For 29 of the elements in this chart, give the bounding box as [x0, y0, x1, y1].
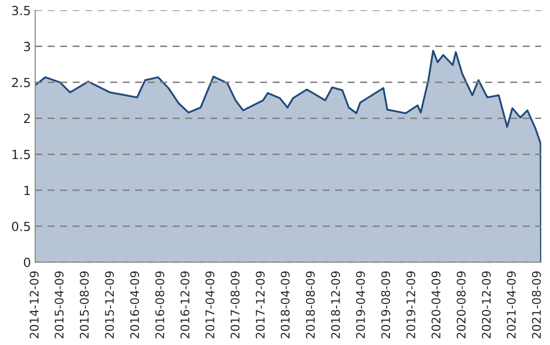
y-tick-label: 1 [24, 186, 30, 195]
x-tick-label: 2019-12-09 [406, 271, 416, 338]
x-tick-label: 2016-04-09 [130, 271, 140, 338]
x-tick-label: 2018-08-09 [306, 271, 315, 338]
x-tick-label: 2020-12-09 [482, 271, 491, 338]
y-tick-label: 3 [24, 42, 30, 52]
x-tick-label: 2019-04-09 [356, 271, 365, 338]
x-tick-label: 2018-04-09 [280, 271, 290, 338]
x-tick-label: 2015-12-09 [104, 271, 114, 338]
x-tick-label: 2021-08-09 [532, 271, 541, 338]
x-tick-label: 2017-08-09 [230, 271, 240, 338]
x-tick-label: 2019-08-09 [381, 271, 390, 338]
x-tick-label: 2020-04-09 [432, 271, 440, 338]
x-tick-label: 2014-12-09 [30, 271, 39, 338]
x-tick-label: 2018-12-09 [331, 271, 340, 338]
y-tick-label: 0 [24, 258, 30, 268]
y-tick-label: 2 [24, 114, 30, 124]
x-tick-label: 2017-12-09 [256, 271, 265, 338]
x-tick-label: 2016-08-09 [155, 271, 164, 338]
y-tick-label: 2.5 [12, 78, 30, 88]
y-tick-label: 3.5 [12, 6, 30, 16]
y-tick-label: 1.5 [12, 150, 30, 160]
x-tick-label: 2015-08-09 [80, 271, 89, 338]
x-tick-label: 2020-08-09 [456, 271, 466, 338]
x-tick-label: 2015-04-09 [54, 271, 64, 338]
y-tick-label: 0.5 [12, 222, 30, 232]
x-tick-label: 2017-04-09 [205, 271, 214, 338]
x-tick-label: 2016-12-09 [180, 271, 190, 338]
x-tick-label: 2021-04-09 [506, 271, 516, 338]
